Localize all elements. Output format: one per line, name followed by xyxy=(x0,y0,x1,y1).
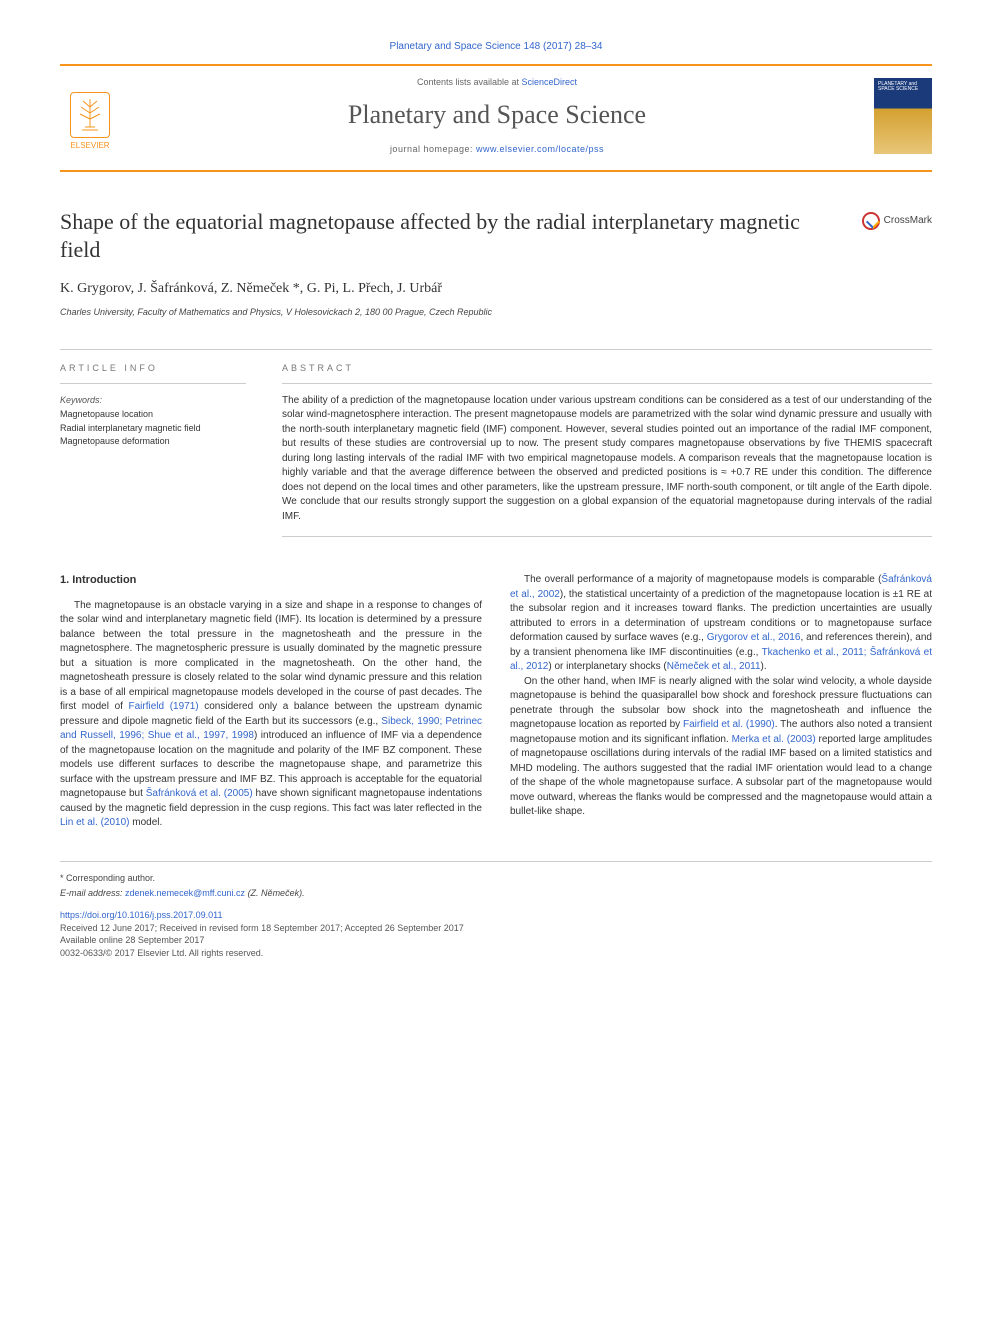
doi-link[interactable]: https://doi.org/10.1016/j.pss.2017.09.01… xyxy=(60,910,222,920)
sciencedirect-link[interactable]: ScienceDirect xyxy=(522,77,578,87)
email-link[interactable]: zdenek.nemecek@mff.cuni.cz xyxy=(125,888,245,898)
corresponding-author: * Corresponding author. xyxy=(60,872,932,885)
journal-reference: Planetary and Space Science 148 (2017) 2… xyxy=(60,40,932,54)
contents-available-line: Contents lists available at ScienceDirec… xyxy=(136,76,858,89)
article-info-row: ARTICLE INFO Keywords: Magnetopause loca… xyxy=(60,349,932,537)
article-title: Shape of the equatorial magnetopause aff… xyxy=(60,208,842,265)
affiliation: Charles University, Faculty of Mathemati… xyxy=(60,306,932,319)
publisher-logo: ELSEVIER xyxy=(60,81,120,151)
crossmark-badge[interactable]: CrossMark xyxy=(862,212,932,230)
copyright-line: 0032-0633/© 2017 Elsevier Ltd. All right… xyxy=(60,947,932,960)
keyword-item: Magnetopause location xyxy=(60,408,246,422)
abstract-block: ABSTRACT The ability of a prediction of … xyxy=(282,362,932,537)
ref-link[interactable]: Fairfield (1971) xyxy=(129,701,199,712)
email-name: (Z. Němeček). xyxy=(245,888,305,898)
email-line: E-mail address: zdenek.nemecek@mff.cuni.… xyxy=(60,887,932,900)
available-online-line: Available online 28 September 2017 xyxy=(60,934,932,947)
body-paragraph: The magnetopause is an obstacle varying … xyxy=(60,599,482,831)
journal-homepage-link[interactable]: www.elsevier.com/locate/pss xyxy=(476,144,604,154)
journal-name: Planetary and Space Science xyxy=(136,97,858,133)
title-row: Shape of the equatorial magnetopause aff… xyxy=(60,208,932,265)
journal-cover-thumbnail: PLANETARY and SPACE SCIENCE xyxy=(874,78,932,154)
ref-link[interactable]: Lin et al. (2010) xyxy=(60,817,130,828)
article-footer: * Corresponding author. E-mail address: … xyxy=(60,861,932,960)
authors-list: K. Grygorov, J. Šafránková, Z. Němeček *… xyxy=(60,279,932,299)
section-heading-introduction: 1. Introduction xyxy=(60,573,482,589)
article-info-left: ARTICLE INFO Keywords: Magnetopause loca… xyxy=(60,362,246,537)
ref-link[interactable]: Merka et al. (2003) xyxy=(732,734,816,745)
crossmark-label: CrossMark xyxy=(884,214,932,228)
contents-prefix: Contents lists available at xyxy=(417,77,522,87)
abstract-text: The ability of a prediction of the magne… xyxy=(282,394,932,538)
article-info-label: ARTICLE INFO xyxy=(60,362,246,384)
email-label: E-mail address: xyxy=(60,888,125,898)
ref-link[interactable]: Fairfield et al. (1990) xyxy=(683,719,775,730)
elsevier-tree-icon xyxy=(70,92,110,138)
header-center: Contents lists available at ScienceDirec… xyxy=(120,76,874,156)
article-body: 1. Introduction The magnetopause is an o… xyxy=(60,573,932,831)
keyword-item: Radial interplanetary magnetic field xyxy=(60,422,246,436)
body-paragraph: On the other hand, when IMF is nearly al… xyxy=(510,675,932,820)
cover-text: PLANETARY and SPACE SCIENCE xyxy=(878,81,918,93)
publisher-name: ELSEVIER xyxy=(70,140,109,151)
keyword-item: Magnetopause deformation xyxy=(60,435,246,449)
keywords-label: Keywords: xyxy=(60,394,246,407)
ref-link[interactable]: Grygorov et al., 2016 xyxy=(707,632,801,643)
dates-line: Received 12 June 2017; Received in revis… xyxy=(60,922,932,935)
ref-link[interactable]: Němeček et al., 2011 xyxy=(667,661,761,672)
journal-homepage-line: journal homepage: www.elsevier.com/locat… xyxy=(136,143,858,156)
ref-link[interactable]: Šafránková et al. (2005) xyxy=(146,788,253,799)
homepage-prefix: journal homepage: xyxy=(390,144,476,154)
body-paragraph: The overall performance of a majority of… xyxy=(510,573,932,675)
abstract-label: ABSTRACT xyxy=(282,362,932,384)
crossmark-icon xyxy=(862,212,880,230)
journal-header: ELSEVIER Contents lists available at Sci… xyxy=(60,64,932,172)
doi-line: https://doi.org/10.1016/j.pss.2017.09.01… xyxy=(60,909,932,922)
